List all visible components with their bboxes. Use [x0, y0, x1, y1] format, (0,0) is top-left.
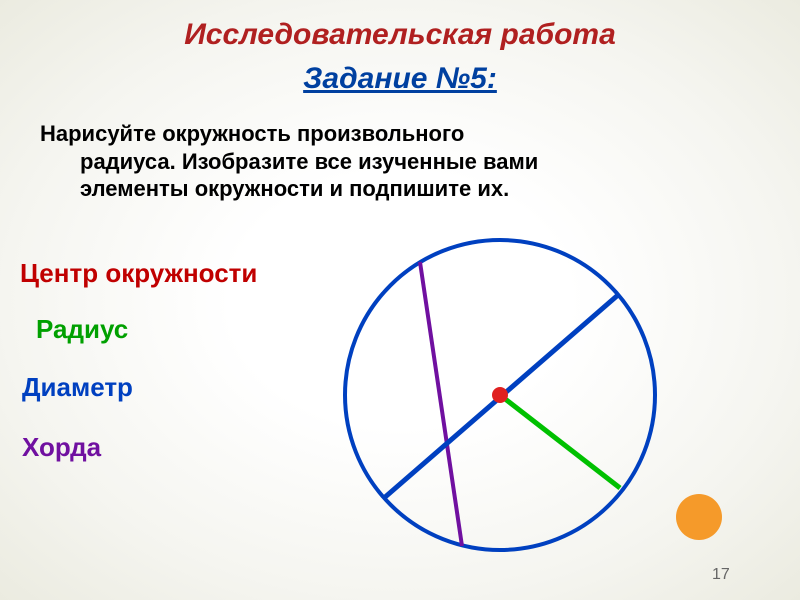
page-number: 17 [712, 566, 730, 584]
decor-circle [676, 494, 722, 540]
slide: Исследовательская работа Задание №5: Нар… [0, 0, 800, 600]
radius-line [500, 395, 620, 488]
center-dot [492, 387, 508, 403]
chord-line [420, 262, 462, 546]
